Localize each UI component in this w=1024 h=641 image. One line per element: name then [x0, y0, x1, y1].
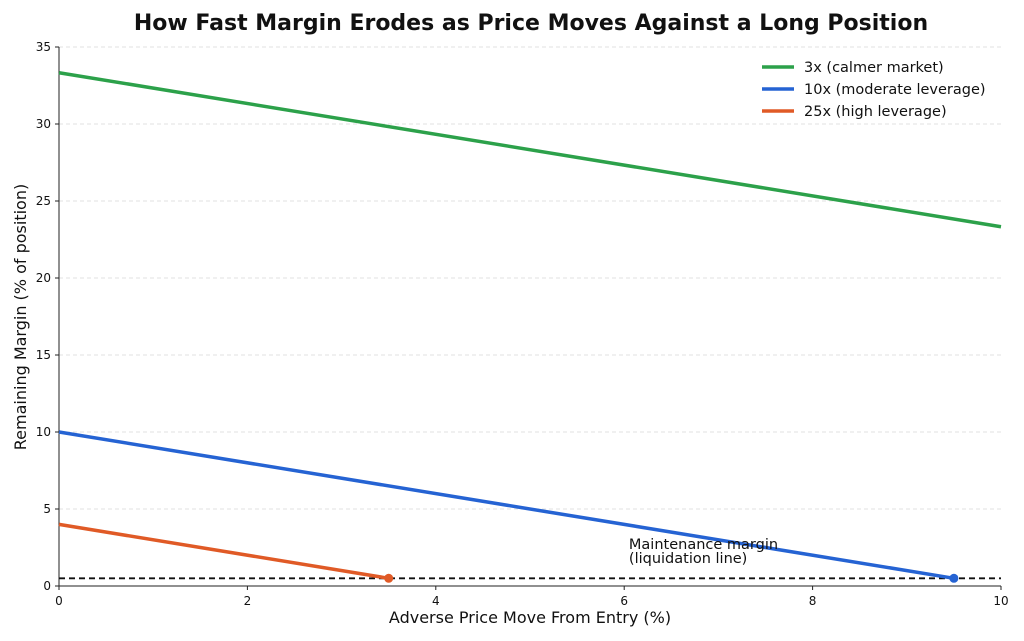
y-tick-label: 0: [43, 579, 51, 593]
series-line-1: [58, 430, 955, 581]
liquidation-point-1: [949, 573, 959, 583]
x-tick-label: 8: [809, 594, 817, 608]
annotations: Maintenance margin(liquidation line): [629, 537, 778, 567]
legend-label: 3x (calmer market): [804, 60, 944, 76]
series-line-2: [58, 522, 389, 581]
x-tick-label: 4: [432, 594, 440, 608]
annotation-text: Maintenance margin: [629, 537, 778, 553]
y-axis-label: Remaining Margin (% of position): [11, 184, 30, 450]
chart-title: How Fast Margin Erodes as Price Moves Ag…: [134, 11, 928, 36]
legend: 3x (calmer market) 10x (moderate leverage…: [762, 60, 986, 120]
tick-labels: 0 5 10 15 20 25 30 35 0 2 4 6 8 10: [36, 40, 1009, 608]
y-tick-label: 5: [43, 502, 51, 516]
y-tick-label: 10: [36, 425, 51, 439]
axes: [58, 47, 1001, 587]
liquidation-point-2: [384, 573, 394, 583]
x-axis-label: Adverse Price Move From Entry (%): [389, 608, 671, 627]
x-tick-label: 6: [620, 594, 628, 608]
y-tick-label: 15: [36, 348, 51, 362]
y-tick-label: 30: [36, 117, 51, 131]
x-tick-label: 0: [55, 594, 63, 608]
legend-label: 10x (moderate leverage): [804, 82, 986, 98]
y-tick-label: 25: [36, 194, 51, 208]
legend-label: 25x (high leverage): [804, 104, 947, 120]
y-tick-label: 35: [36, 40, 51, 54]
y-tick-label: 20: [36, 271, 51, 285]
x-tick-label: 2: [244, 594, 252, 608]
series-line-0: [58, 70, 1002, 229]
series-lines: [58, 70, 1002, 583]
gridlines: [59, 46, 1001, 510]
annotation-text: (liquidation line): [629, 551, 747, 567]
x-tick-label: 10: [993, 594, 1008, 608]
